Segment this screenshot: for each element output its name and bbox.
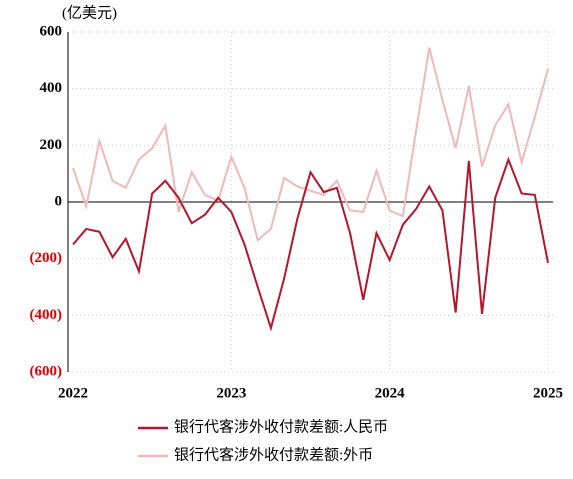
y-tick-label: 0: [55, 193, 63, 209]
y-tick-label: 600: [40, 23, 63, 39]
x-tick-label: 2024: [375, 385, 406, 401]
legend-label: 银行代客涉外收付款差额:外币: [174, 446, 373, 463]
x-tick-label: 2023: [216, 385, 246, 401]
series-line: [72, 156, 549, 332]
y-tick-label: (600): [30, 363, 63, 379]
y-tick-label: 400: [40, 80, 63, 96]
y-tick-label: 200: [40, 137, 63, 153]
legend-label: 银行代客涉外收付款差额:人民币: [174, 418, 388, 435]
y-tick-label: (400): [30, 307, 63, 323]
series-line: [72, 47, 549, 243]
y-unit: (亿美元): [62, 4, 117, 21]
x-tick-label: 2022: [58, 385, 88, 401]
y-tick-label: (200): [30, 250, 63, 266]
x-tick-label: 2025: [533, 385, 563, 401]
